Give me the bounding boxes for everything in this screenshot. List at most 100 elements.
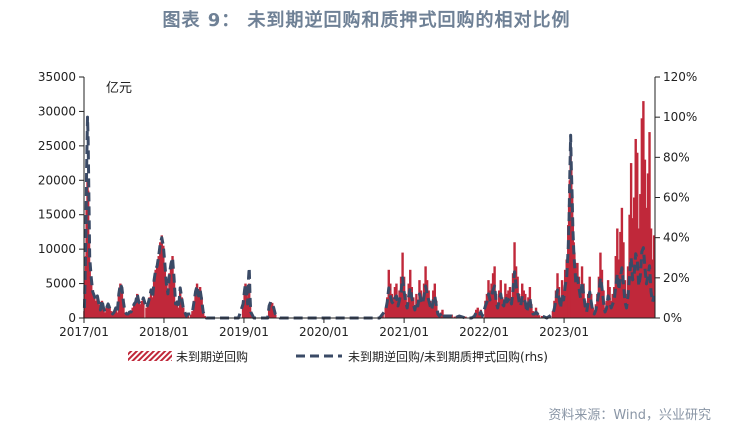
bar-series (83, 101, 656, 318)
bar (195, 283, 199, 318)
y-left-tick-label: 20000 (38, 173, 76, 187)
bar (241, 304, 245, 318)
bar (194, 290, 197, 318)
x-tick-label: 2018/01 (139, 325, 189, 339)
bar (169, 262, 173, 318)
bar (574, 273, 578, 318)
bar (384, 307, 387, 318)
x-tick-label: 2017/01 (59, 325, 109, 339)
bar (530, 304, 533, 318)
bar (157, 256, 160, 318)
bar (274, 314, 277, 318)
bar (583, 300, 587, 318)
bar (522, 290, 525, 318)
bar (106, 304, 110, 318)
bar (191, 311, 194, 318)
bar (148, 297, 151, 318)
y-right-tick-label: 60% (663, 191, 690, 205)
bar (501, 297, 504, 318)
bar (502, 300, 506, 318)
bar (525, 307, 529, 318)
bar (122, 300, 125, 318)
ratio-series-line (82, 115, 656, 320)
bar (151, 297, 154, 318)
bar (139, 304, 142, 318)
bar (162, 245, 165, 318)
bar (189, 314, 193, 318)
bar (652, 235, 656, 318)
bar (453, 316, 456, 318)
bar (419, 290, 423, 318)
bar (155, 266, 159, 318)
bar (649, 228, 653, 318)
bar (267, 305, 271, 318)
left-axis-unit: 亿元 (106, 81, 132, 96)
bar (464, 316, 467, 318)
bar (614, 256, 617, 318)
bar (639, 194, 642, 318)
bar (171, 256, 174, 318)
y-right-tick-label: 80% (663, 150, 690, 164)
bar (109, 311, 113, 318)
bar (562, 290, 565, 318)
bar (519, 300, 522, 318)
bar (120, 287, 124, 318)
bar (129, 312, 133, 318)
bar (505, 293, 509, 318)
y-left-tick-label: 25000 (38, 139, 76, 153)
bar (596, 293, 599, 318)
bar (537, 315, 541, 318)
bar (620, 207, 624, 318)
bar (631, 218, 634, 318)
bar (88, 269, 91, 318)
bar (510, 297, 513, 318)
x-tick-label: 2021/01 (379, 325, 429, 339)
bar (145, 307, 148, 318)
bar (96, 297, 99, 318)
bar (154, 269, 157, 318)
bar (585, 307, 588, 318)
bar (105, 307, 108, 318)
bar (108, 307, 111, 318)
bar (166, 293, 170, 318)
bar (91, 293, 94, 318)
bar (617, 259, 621, 318)
legend-bar-label: 未到期逆回购 (176, 349, 248, 364)
bar (421, 297, 424, 318)
bar (392, 297, 395, 318)
bar (407, 283, 410, 318)
bar (405, 304, 409, 318)
bar (132, 304, 136, 318)
y-left-tick-label: 35000 (38, 70, 76, 84)
y-right-tick-label: 20% (663, 271, 690, 285)
bar (563, 269, 567, 318)
bar (441, 309, 444, 318)
bar (559, 304, 562, 318)
bar (114, 307, 117, 318)
bar (579, 290, 582, 318)
bar (651, 259, 654, 318)
bar (99, 309, 102, 318)
bar (648, 132, 651, 318)
bar (136, 293, 139, 318)
bar (134, 300, 137, 318)
bar (116, 312, 119, 318)
bar (491, 273, 495, 318)
bar (390, 293, 394, 318)
bar (142, 297, 145, 318)
bar (565, 259, 568, 318)
legend: 未到期逆回购 未到期逆回购/未到期质押式回购(rhs) (128, 349, 548, 364)
bar (496, 304, 499, 318)
bar (488, 290, 492, 318)
bar (203, 315, 206, 318)
bar (511, 273, 515, 318)
bar (248, 300, 252, 318)
bar (430, 307, 433, 318)
bar (131, 307, 134, 318)
bar (416, 300, 420, 318)
bar (428, 300, 432, 318)
bar (269, 302, 272, 318)
bar (636, 152, 639, 318)
bar (163, 262, 167, 318)
